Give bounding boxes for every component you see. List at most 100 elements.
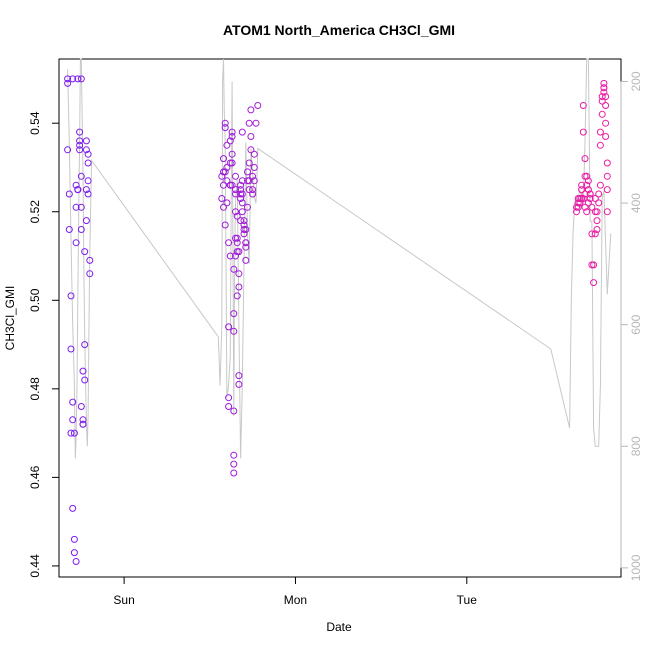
data-point	[86, 270, 94, 278]
data-point	[64, 79, 72, 87]
data-point	[602, 102, 610, 109]
data-point	[223, 164, 231, 171]
data-point	[598, 93, 606, 101]
data-point	[69, 504, 77, 512]
data-point	[583, 172, 591, 180]
data-point	[223, 177, 231, 185]
data-point	[77, 226, 85, 233]
data-point	[76, 146, 84, 154]
data-point	[249, 186, 257, 194]
chart-title: ATOM1 North_America CH3Cl_GMI	[223, 22, 455, 38]
data-point	[590, 279, 598, 287]
data-point	[69, 416, 77, 424]
data-point	[235, 372, 243, 380]
data-point	[230, 407, 238, 415]
data-point	[220, 203, 227, 211]
data-point	[590, 261, 598, 269]
data-point	[600, 79, 608, 87]
data-point	[220, 155, 227, 163]
y-tick-label: 0.46	[28, 465, 42, 489]
data-point	[221, 168, 229, 176]
data-point	[584, 177, 592, 185]
data-point	[596, 141, 604, 149]
data-point	[240, 230, 248, 238]
data-point	[232, 208, 239, 216]
data-point	[226, 137, 234, 145]
points-layer	[64, 75, 611, 565]
data-point	[602, 93, 610, 101]
data-point	[579, 128, 587, 136]
data-point	[72, 181, 80, 189]
data-point	[242, 239, 250, 247]
data-point	[79, 416, 87, 424]
data-point	[240, 217, 248, 225]
data-point	[230, 265, 238, 273]
data-point	[225, 403, 233, 410]
data-point	[237, 186, 245, 194]
y-axis-title: CH3Cl_GMI	[3, 286, 17, 351]
data-point	[82, 186, 90, 194]
data-point	[82, 137, 90, 145]
data-point	[588, 230, 596, 238]
y2-tick-label: 800	[629, 436, 643, 456]
data-point	[596, 181, 604, 189]
data-point	[70, 549, 78, 557]
data-point	[244, 203, 251, 211]
data-point	[230, 310, 238, 318]
data-point	[235, 270, 243, 278]
data-point	[581, 203, 589, 211]
data-point	[254, 102, 262, 109]
data-point	[598, 110, 606, 118]
data-point	[242, 243, 250, 251]
data-point	[76, 128, 84, 136]
data-point	[247, 146, 255, 154]
data-point	[249, 172, 257, 180]
data-point	[72, 203, 80, 211]
data-point	[228, 159, 236, 167]
data-point	[588, 203, 596, 211]
data-point	[245, 186, 253, 194]
data-point	[228, 181, 236, 189]
data-point	[233, 292, 241, 300]
data-point	[238, 208, 246, 216]
data-point	[593, 226, 601, 233]
data-point	[70, 429, 78, 437]
data-point	[77, 172, 85, 180]
y-tick-label: 0.48	[28, 377, 42, 401]
data-point	[252, 119, 260, 127]
data-point	[84, 159, 92, 167]
data-point	[69, 398, 77, 406]
data-point	[584, 186, 592, 194]
data-point	[250, 150, 258, 158]
y2-tick-label: 600	[629, 314, 643, 334]
data-point	[591, 230, 599, 238]
data-point	[574, 203, 582, 211]
y2-tick-label: 400	[629, 193, 643, 213]
data-point	[578, 181, 586, 189]
data-point	[65, 190, 73, 198]
data-point	[238, 128, 246, 136]
data-point	[250, 177, 258, 185]
data-point	[245, 159, 253, 167]
data-point	[67, 345, 75, 353]
y2-tick-label: 200	[629, 71, 643, 91]
data-point	[584, 199, 592, 207]
data-point	[65, 226, 73, 233]
data-point	[603, 208, 611, 216]
data-point	[82, 217, 90, 225]
data-point	[595, 190, 603, 198]
data-point	[579, 195, 587, 202]
data-point	[228, 128, 236, 136]
data-point	[226, 252, 234, 260]
data-point	[583, 208, 591, 216]
x-tick-label: Mon	[284, 593, 307, 607]
data-point	[233, 234, 241, 242]
data-point	[245, 119, 253, 127]
data-point	[81, 376, 89, 384]
data-point	[586, 190, 594, 198]
y2-axis: 200 400 600 800 1000	[620, 71, 643, 581]
data-point	[578, 186, 586, 194]
data-point	[225, 394, 233, 402]
series-line-layer	[67, 58, 612, 459]
